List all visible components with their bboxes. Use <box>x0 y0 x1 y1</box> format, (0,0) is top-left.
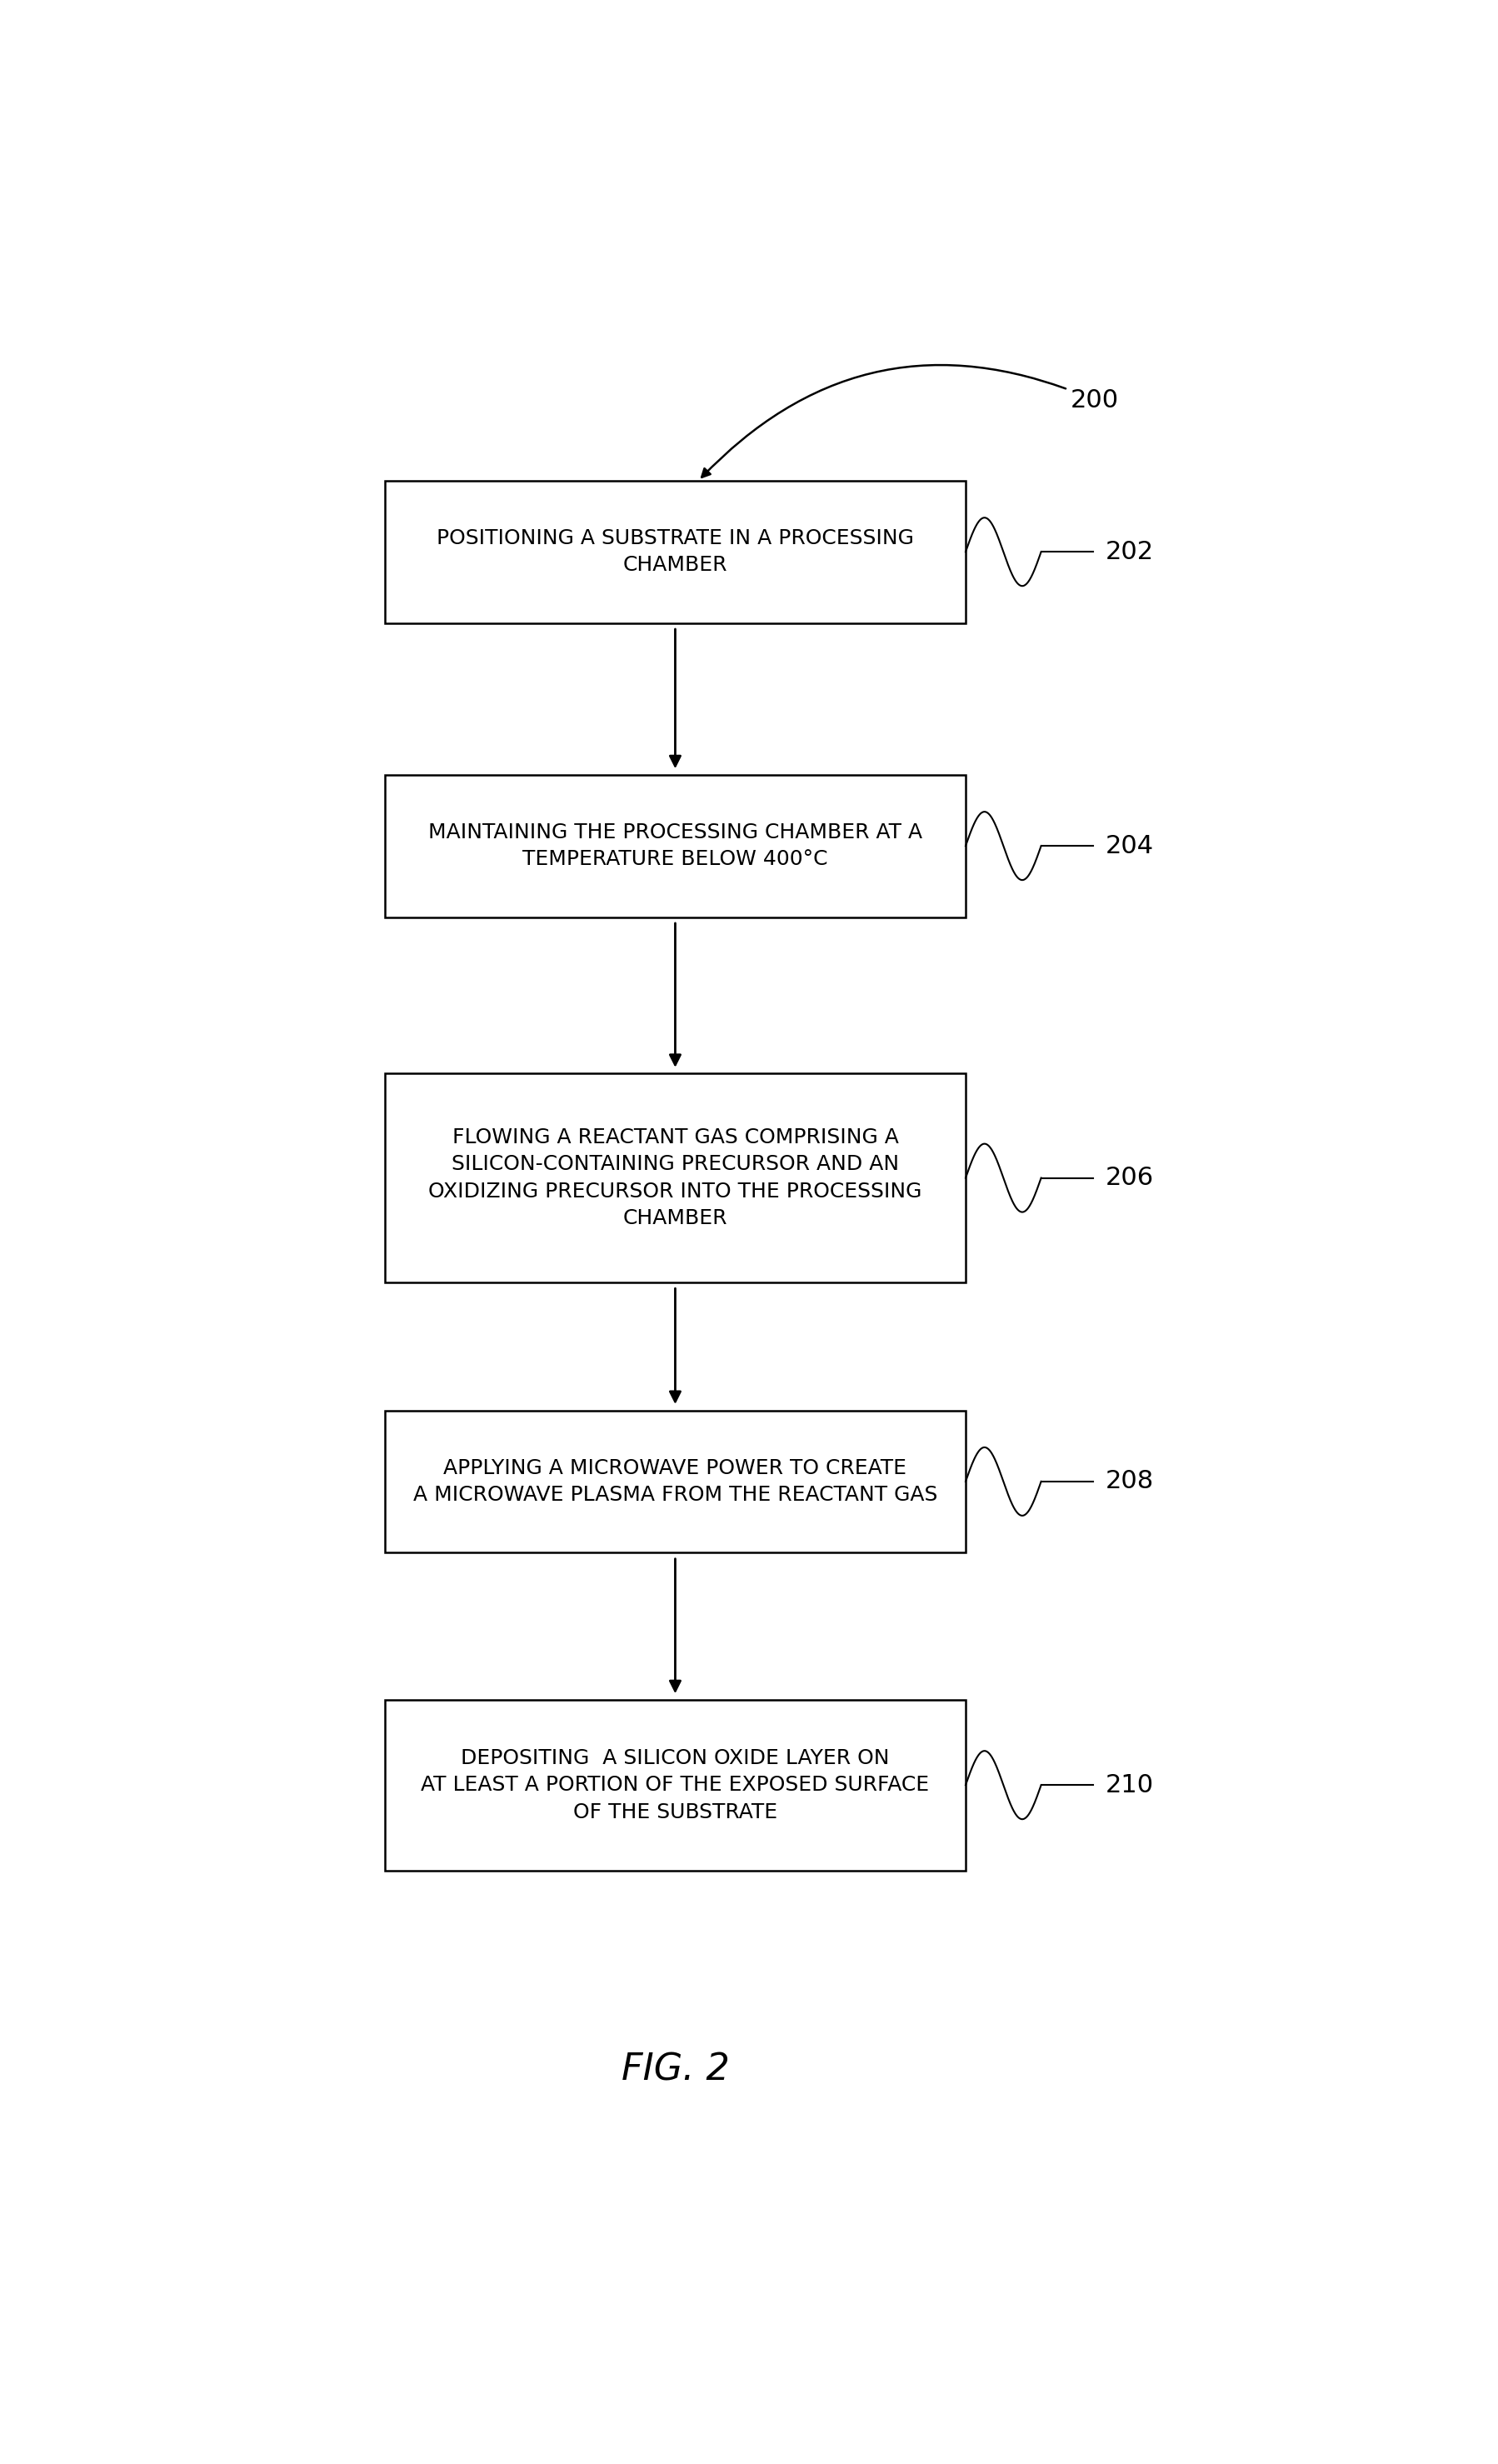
Bar <box>385 480 965 623</box>
Text: 200: 200 <box>701 365 1118 478</box>
Text: 206: 206 <box>1104 1165 1153 1190</box>
Bar <box>385 774 965 917</box>
Bar <box>385 1074 965 1281</box>
Text: APPLYING A MICROWAVE POWER TO CREATE
A MICROWAVE PLASMA FROM THE REACTANT GAS: APPLYING A MICROWAVE POWER TO CREATE A M… <box>413 1459 936 1506</box>
Text: DEPOSITING  A SILICON OXIDE LAYER ON
AT LEAST A PORTION OF THE EXPOSED SURFACE
O: DEPOSITING A SILICON OXIDE LAYER ON AT L… <box>421 1747 929 1823</box>
Bar <box>385 1700 965 1870</box>
Text: 210: 210 <box>1104 1774 1153 1796</box>
Bar <box>385 1409 965 1552</box>
Text: 202: 202 <box>1104 540 1153 564</box>
Text: 208: 208 <box>1104 1469 1153 1493</box>
Text: 204: 204 <box>1104 833 1153 857</box>
Text: POSITIONING A SUBSTRATE IN A PROCESSING
CHAMBER: POSITIONING A SUBSTRATE IN A PROCESSING … <box>436 527 914 577</box>
Text: MAINTAINING THE PROCESSING CHAMBER AT A
TEMPERATURE BELOW 400°C: MAINTAINING THE PROCESSING CHAMBER AT A … <box>428 823 921 870</box>
Text: FIG. 2: FIG. 2 <box>620 2053 730 2087</box>
Text: FLOWING A REACTANT GAS COMPRISING A
SILICON-CONTAINING PRECURSOR AND AN
OXIDIZIN: FLOWING A REACTANT GAS COMPRISING A SILI… <box>428 1126 921 1230</box>
